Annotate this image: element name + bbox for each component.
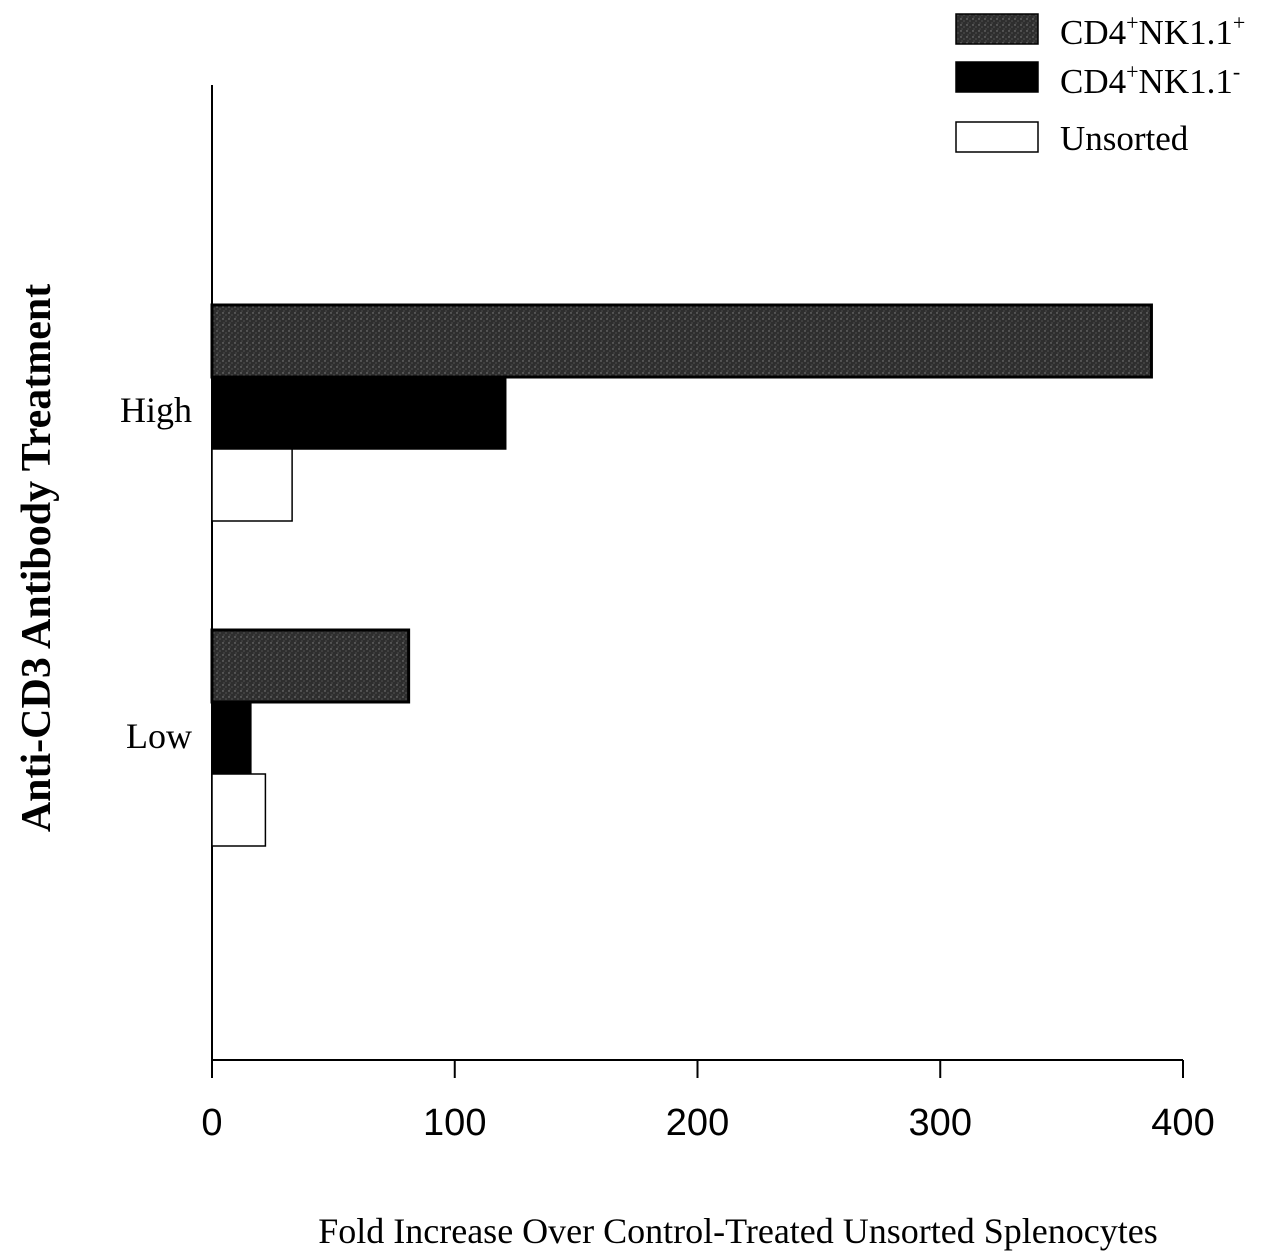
- x-tick-label: 400: [1151, 1102, 1214, 1144]
- legend-swatch-cd4-nk11-pos: [955, 13, 1039, 45]
- category-label-high: High: [120, 390, 192, 430]
- legend-swatch-unsorted: [955, 121, 1039, 153]
- x-tick-label: 0: [201, 1102, 222, 1144]
- x-axis-title: Fold Increase Over Control-Treated Unsor…: [318, 1211, 1157, 1251]
- bar-unsorted-high: [211, 448, 293, 522]
- x-tick-label: 200: [666, 1102, 729, 1144]
- x-tick-label: 300: [909, 1102, 972, 1144]
- y-axis-title: Anti-CD3 Antibody Treatment: [14, 284, 60, 832]
- bar-unsorted-low: [211, 773, 267, 847]
- legend: CD4+NK1.1+ CD4+NK1.1- Unsorted: [955, 10, 1245, 158]
- bar-cd4-nk11-neg-low: [211, 701, 252, 775]
- category-label-low: Low: [126, 716, 192, 756]
- legend-label-cd4-nk11-neg: CD4+NK1.1-: [1060, 59, 1240, 101]
- bar-cd4-nk11-pos-low: [210, 628, 411, 704]
- legend-label-unsorted: Unsorted: [1060, 119, 1189, 158]
- legend-label-cd4-nk11-pos: CD4+NK1.1+: [1060, 10, 1245, 52]
- x-tick-label: 100: [423, 1102, 486, 1144]
- legend-swatch-cd4-nk11-neg: [955, 61, 1039, 93]
- bar-cd4-nk11-neg-high: [211, 376, 507, 450]
- bar-cd4-nk11-pos-high: [210, 303, 1153, 379]
